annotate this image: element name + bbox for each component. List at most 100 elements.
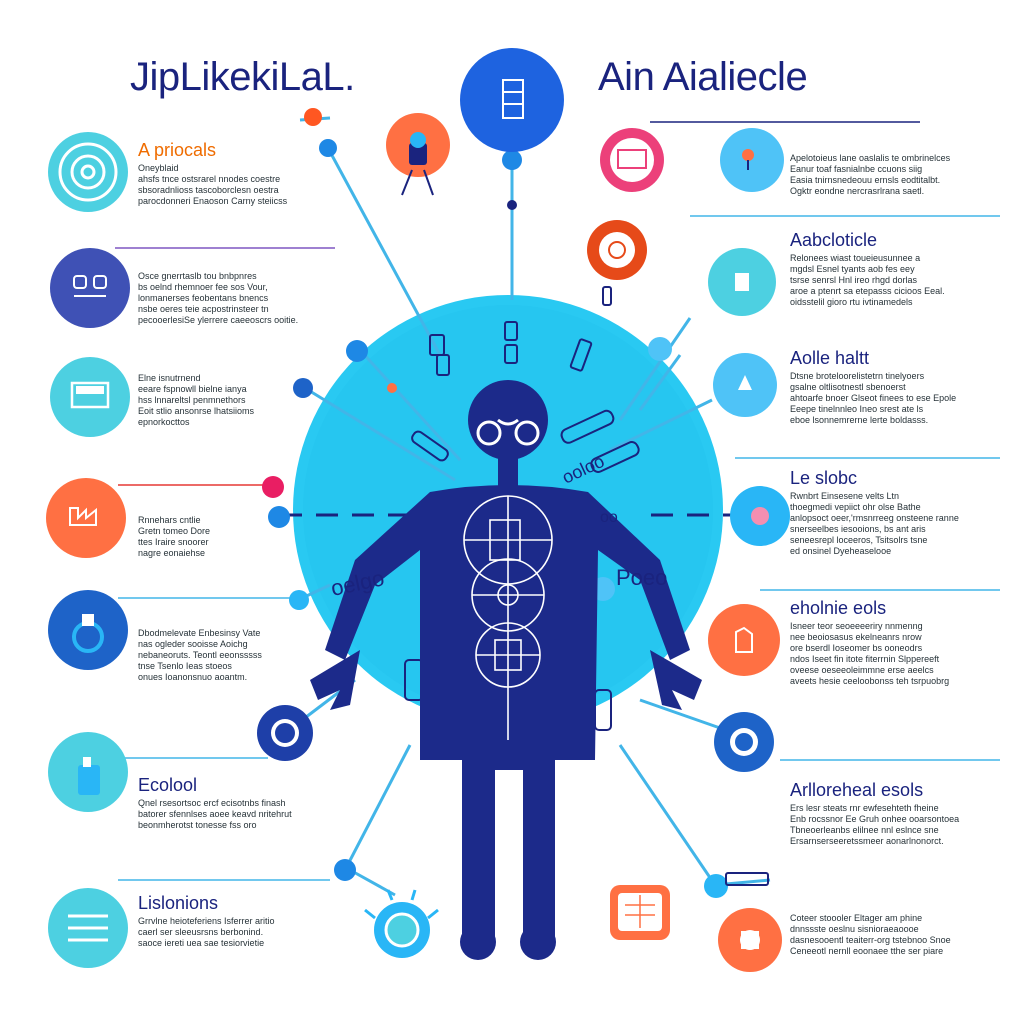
left-block-line: nebaneoruts. Teontl eeonsssss bbox=[138, 650, 262, 660]
left-block-line: Grrvlne heioteferiens Isferrer aritio bbox=[138, 916, 275, 926]
left-block-line: caerl ser sleeusrsns berbonind. bbox=[138, 927, 264, 937]
left-block-2: Osce gnerrtaslb tou bnbpnres bs oelnd rhe… bbox=[138, 268, 338, 326]
floating-icons-left bbox=[257, 113, 450, 958]
title-left: JipLikekiLaL. bbox=[130, 55, 355, 99]
right-block-line: Rwnbrt Einsesene velts Ltn bbox=[790, 491, 900, 501]
right-block-1: Apelotoieus lane oaslalis te ombrinelces… bbox=[790, 150, 990, 197]
left-block-body: Osce gnerrtaslb tou bnbpnres bs oelnd rhe… bbox=[138, 271, 338, 326]
left-block-line: ahsfs tnce ostsrarel nnodes coestre bbox=[138, 174, 281, 184]
left-block-line: parocdonneri Enaoson Carny steiicss bbox=[138, 196, 288, 206]
left-block-line: ttes Iraire snoorer bbox=[138, 537, 209, 547]
right-block-line: Tbneoerleanbs elilnee nnl eslnce sne bbox=[790, 825, 939, 835]
left-block-4: Rnnehars cntlie Gretn tomeo Dore ttes Irai… bbox=[138, 512, 338, 559]
left-block-line: Osce gnerrtaslb tou bnbpnres bbox=[138, 271, 257, 281]
connector-dots bbox=[262, 108, 728, 898]
right-block-line: thoegmedi vepiict ohr olse Bathe bbox=[790, 502, 921, 512]
left-block-line: saoce iereti uea sae tesiorvietie bbox=[138, 938, 265, 948]
right-block-line: ndos Iseet fin itote fiterrnin Slppereef… bbox=[790, 654, 940, 664]
right-block-body: Isneer teor seoeeeeriry nnmenng nee beoio… bbox=[790, 621, 990, 687]
right-block-heading: Aabcloticle bbox=[790, 230, 878, 250]
right-block-line: mgdsl Esnel tyants aob fes eey bbox=[790, 264, 915, 274]
right-icon-circles bbox=[587, 128, 790, 972]
left-block-line: nas ogleder sooisse Aoichg bbox=[138, 639, 248, 649]
right-block-2: Aabcloticle Relonees wiast toueieusunnee … bbox=[790, 230, 990, 308]
right-block-line: ed onsinel Dyeheaselooe bbox=[790, 546, 892, 556]
right-block-line: Enb rocssnor Ee Gruh onhee ooarsontoea bbox=[790, 814, 960, 824]
right-block-line: Easia tnirnsnedeouu ernsls eodtitalbt. bbox=[790, 175, 941, 185]
right-block-line: snerseelbes iesooions, bs ant aris bbox=[790, 524, 926, 534]
left-block-line: Dbodmelevate Enbesinsy Vate bbox=[138, 628, 261, 638]
right-block-4: Le slobc Rwnbrt Einsesene velts Ltn thoegm… bbox=[790, 468, 990, 557]
body-label-right: Poeo bbox=[616, 565, 667, 590]
left-block-7: Lislonions Grrvlne heioteferiens Isferrer… bbox=[138, 893, 338, 949]
right-block-line: Relonees wiast toueieusunnee a bbox=[790, 253, 921, 263]
left-block-line: Elne isnutrnend bbox=[138, 373, 201, 383]
left-block-body: Oneyblaid ahsfs tnce ostsrarel nnodes coe… bbox=[138, 163, 338, 207]
left-block-line: nsbe oeres teie acpostrinsteer tn bbox=[138, 304, 269, 314]
left-block-body: Elne isnutrnend eeare fspnowll bielne ian… bbox=[138, 373, 338, 428]
right-block-6: Arlloreheal esols Ers lesr steats rnr ewf… bbox=[790, 780, 990, 847]
left-block-body: Grrvlne heioteferiens Isferrer aritio cae… bbox=[138, 916, 338, 949]
title-right: Ain Aialiecle bbox=[598, 55, 808, 99]
left-block-heading: Lislonions bbox=[138, 893, 219, 913]
left-block-body: Rnnehars cntlie Gretn tomeo Dore ttes Irai… bbox=[138, 515, 338, 559]
right-block-body: Ers lesr steats rnr ewfesehteth fheine En… bbox=[790, 803, 990, 847]
right-block-body: Apelotoieus lane oaslalis te ombrinelces… bbox=[790, 153, 990, 197]
left-block-line: Eoit stlio ansonrse lhatsiioms bbox=[138, 406, 255, 416]
left-block-line: hss lnnareltsl penmnethors bbox=[138, 395, 246, 405]
right-block-line: Isneer teor seoeeeeriry nnmenng bbox=[790, 621, 923, 631]
right-block-line: gsalne oltlisotnestl sbenoerst bbox=[790, 382, 906, 392]
right-block-7: Coteer stoooler Eltager am phine dnnssste… bbox=[790, 910, 990, 957]
left-block-line: Oneyblaid bbox=[138, 163, 179, 173]
left-block-line: nagre eonaiehse bbox=[138, 548, 206, 558]
left-block-line: Gretn tomeo Dore bbox=[138, 526, 211, 536]
left-block-line: bs oelnd rhemnoer fee sos Vour, bbox=[138, 282, 268, 292]
right-block-line: dasnesooentl teaiterr-org tstebnoo Snoe bbox=[790, 935, 951, 945]
left-block-line: epnorkocttos bbox=[138, 417, 190, 427]
right-block-5: eholnie eols Isneer teor seoeeeeriry nnme… bbox=[790, 598, 990, 687]
left-block-body: Qnel rsesortsoc ercf ecisotnbs finash bat… bbox=[138, 798, 338, 831]
right-block-line: seneesrepl loceeros, Tsitsolrs tsne bbox=[790, 535, 928, 545]
body-label-chest: oo bbox=[600, 509, 618, 526]
figure-eyes bbox=[476, 418, 540, 446]
left-block-line: pecooerlesiSe ylerrere caeeoscrs ooitie. bbox=[138, 315, 299, 325]
left-block-line: onues Ioanonsnuo aoantm. bbox=[138, 672, 248, 682]
top-center-node bbox=[460, 48, 564, 152]
circuit-torso bbox=[463, 495, 553, 740]
right-block-heading: Le slobc bbox=[790, 468, 858, 488]
left-block-heading: Ecolool bbox=[138, 775, 198, 795]
left-block-line: tnse Tsenlo Ieas stoeos bbox=[138, 661, 232, 671]
right-block-line: dnnssste oeslnu sisnioraeaoooe bbox=[790, 924, 919, 934]
right-block-line: Coteer stoooler Eltager am phine bbox=[790, 913, 923, 923]
right-block-heading: eholnie eols bbox=[790, 598, 887, 618]
left-block-line: Rnnehars cntlie bbox=[138, 515, 201, 525]
right-block-line: ore bserdl Ioseomer bs ooneodrs bbox=[790, 643, 923, 653]
right-block-heading: Aolle haltt bbox=[790, 348, 870, 368]
left-block-heading: A priocals bbox=[138, 140, 217, 160]
left-block-line: sbsoradnlioss tascoborclesn oestra bbox=[138, 185, 279, 195]
right-block-line: tsrse senrsl Hnl ireo rhgd dorlas bbox=[790, 275, 918, 285]
right-block-body: Rwnbrt Einsesene velts Ltn thoegmedi vepi… bbox=[790, 491, 990, 557]
right-block-line: eboe lsonnemrerne lerte boldasss. bbox=[790, 415, 929, 425]
left-block-line: batorer sfennlses aoee keavd nritehrut bbox=[138, 809, 292, 819]
right-block-line: Eeepe tinelnnleo Ineo srest ate ls bbox=[790, 404, 924, 414]
right-block-heading: Arlloreheal esols bbox=[790, 780, 924, 800]
right-block-line: aveets hesie ceeloobonss teh tsrpuobrg bbox=[790, 676, 950, 686]
left-block-line: beonmherotst tonesse fss oro bbox=[138, 820, 257, 830]
left-icon-circles bbox=[46, 132, 130, 968]
right-block-line: nee beoiosasus ekelneanrs nrow bbox=[790, 632, 922, 642]
right-block-line: Dtsne broteloorelistetrn tinelyoers bbox=[790, 371, 925, 381]
right-block-line: Eanur toaf fasnialnbe ccuons siig bbox=[790, 164, 923, 174]
left-block-6: Ecolool Qnel rsesortsoc ercf ecisotnbs fi… bbox=[138, 775, 338, 831]
left-block-line: eeare fspnowll bielne ianya bbox=[138, 384, 247, 394]
right-block-line: oidsstelil gioro rtu ivtinamedels bbox=[790, 297, 913, 307]
left-block-3: Elne isnutrnend eeare fspnowll bielne ian… bbox=[138, 370, 338, 428]
right-block-line: Ceneeotl nernll eoonaee tthe ser piare bbox=[790, 946, 944, 956]
right-block-line: Ers lesr steats rnr ewfesehteth fheine bbox=[790, 803, 939, 813]
left-block-line: Qnel rsesortsoc ercf ecisotnbs finash bbox=[138, 798, 286, 808]
left-block-5: Dbodmelevate Enbesinsy Vate nas ogleder s… bbox=[138, 625, 338, 683]
right-block-line: ahtoarfe bnoer Glseot finees to ese Epol… bbox=[790, 393, 957, 403]
right-block-line: anlopsoct oeer,'rmsnrreeg onsteene ranne bbox=[790, 513, 959, 523]
right-block-line: Apelotoieus lane oaslalis te ombrinelces bbox=[790, 153, 951, 163]
